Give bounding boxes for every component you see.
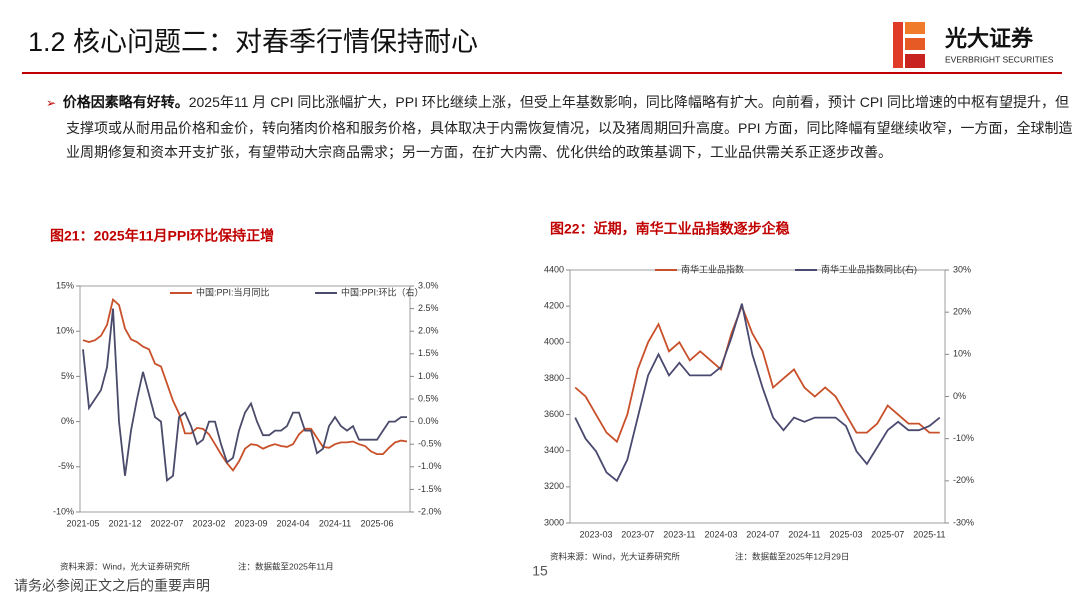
series-line <box>574 303 941 483</box>
y-tick-label: -10% <box>53 506 74 516</box>
y-tick-label: 4000 <box>544 337 564 347</box>
note: 注：数据截至2025年12月29日 <box>735 551 849 561</box>
bullet-lead: 价格因素略有好转。 <box>62 94 189 110</box>
y2-tick-label: 10% <box>953 349 971 359</box>
legend-label: 南华工业品指数同比(右) <box>821 263 917 274</box>
y-tick-label: 3200 <box>544 481 564 491</box>
y-tick-label: -5% <box>58 461 74 471</box>
x-tick-label: 2023-09 <box>234 518 267 528</box>
y-tick-label: 15% <box>56 280 74 290</box>
y2-tick-label: -1.0% <box>418 461 442 471</box>
y2-tick-label: 0.0% <box>418 416 439 426</box>
x-tick-label: 2022-07 <box>150 518 183 528</box>
logo: 光大证券 EVERBRIGHT SECURITIES <box>893 22 1054 68</box>
y2-tick-label: -10% <box>953 433 974 443</box>
y2-tick-label: -20% <box>953 475 974 485</box>
y2-tick-label: 30% <box>953 264 971 274</box>
bullet-text: 2025年11 月 CPI 同比涨幅扩大，PPI 环比继续上涨，但受上年基数影响… <box>66 94 1073 160</box>
source: 资料来源：Wind，光大证券研究所 <box>550 551 680 561</box>
y2-tick-label: 3.0% <box>418 280 439 290</box>
x-tick-label: 2023-02 <box>192 518 225 528</box>
plot-frame <box>569 269 946 524</box>
y2-tick-label: 0% <box>953 391 966 401</box>
x-tick-label: 2023-11 <box>663 529 695 539</box>
y-tick-label: 4200 <box>544 301 564 311</box>
y2-tick-label: 1.0% <box>418 371 439 381</box>
legend-label: 中国:PPI:当月同比 <box>196 286 270 297</box>
title-rule <box>22 72 1062 74</box>
disclaimer: 请务必参阅正文之后的重要声明 <box>14 578 210 594</box>
x-tick-label: 2025-11 <box>913 529 945 539</box>
y-tick-label: 10% <box>56 326 74 336</box>
x-tick-label: 2024-11 <box>788 529 820 539</box>
x-tick-label: 2021-12 <box>108 518 141 528</box>
x-tick-label: 2024-11 <box>319 518 351 528</box>
y-tick-label: 4400 <box>544 264 564 274</box>
y-tick-label: 0% <box>61 416 74 426</box>
page-number: 15 <box>532 563 548 579</box>
y2-tick-label: 0.5% <box>418 393 439 403</box>
slide-title: 1.2 核心问题二：对春季行情保持耐心 <box>28 27 479 57</box>
logo-name: 光大证券 <box>944 26 1034 51</box>
x-tick-label: 2024-07 <box>746 529 779 539</box>
x-tick-label: 2024-04 <box>276 518 309 528</box>
legend-label: 中国:PPI:环比（右） <box>341 286 424 297</box>
source: 资料来源：Wind，光大证券研究所 <box>60 561 190 571</box>
y2-tick-label: 2.0% <box>418 326 439 336</box>
y-tick-label: 3600 <box>544 409 564 419</box>
x-tick-label: 2024-03 <box>705 529 738 539</box>
x-tick-label: 2021-05 <box>66 518 99 528</box>
y2-tick-label: 1.5% <box>418 348 439 358</box>
chart-title: 图21：2025年11月PPI环比保持正增 <box>50 228 274 244</box>
x-tick-label: 2025-07 <box>871 529 904 539</box>
plot-frame <box>79 285 411 513</box>
y2-tick-label: -1.5% <box>418 484 442 494</box>
y2-tick-label: 20% <box>953 307 971 317</box>
x-tick-label: 2025-06 <box>360 518 393 528</box>
note: 注：数据截至2025年11月 <box>238 561 334 571</box>
series-line <box>82 308 407 483</box>
series-line <box>82 297 408 472</box>
y-tick-label: 3400 <box>544 445 564 455</box>
y2-tick-label: 2.5% <box>418 303 439 313</box>
y2-tick-label: -2.0% <box>418 506 442 516</box>
logo-sub: EVERBRIGHT SECURITIES <box>945 54 1054 64</box>
y-tick-label: 3000 <box>544 517 564 527</box>
bullet: ➢ 价格因素略有好转。2025年11 月 CPI 同比涨幅扩大，PPI 环比继续… <box>46 94 1073 160</box>
x-tick-label: 2023-07 <box>621 529 654 539</box>
y2-tick-label: -0.5% <box>418 439 442 449</box>
y-tick-label: 3800 <box>544 373 564 383</box>
chart-title: 图22：近期，南华工业品指数逐步企稳 <box>550 221 790 237</box>
y-tick-label: 5% <box>61 371 74 381</box>
legend-label: 南华工业品指数 <box>681 263 744 274</box>
y2-tick-label: -30% <box>953 517 974 527</box>
x-tick-label: 2025-03 <box>830 529 863 539</box>
x-tick-label: 2023-03 <box>580 529 613 539</box>
series-line <box>574 303 940 444</box>
